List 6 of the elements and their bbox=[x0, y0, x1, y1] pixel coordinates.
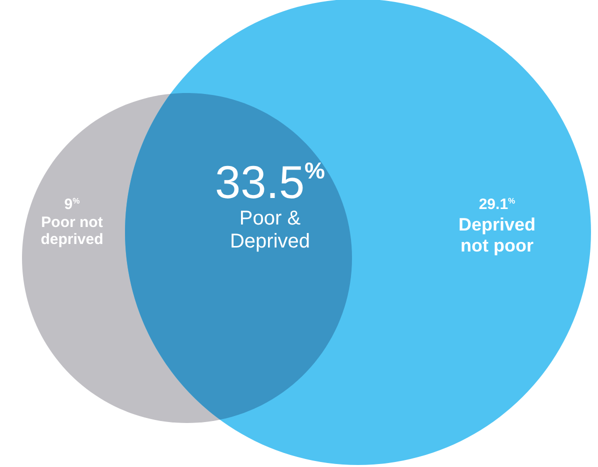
data-label: 33.5% bbox=[215, 156, 325, 208]
data-label: 29.1% bbox=[478, 196, 516, 213]
category-label: Poor not deprived bbox=[40, 214, 104, 248]
data-label: 9% bbox=[64, 196, 80, 213]
category-label: Poor & Deprived bbox=[230, 208, 310, 252]
category-label: Deprived not poor bbox=[458, 214, 536, 256]
